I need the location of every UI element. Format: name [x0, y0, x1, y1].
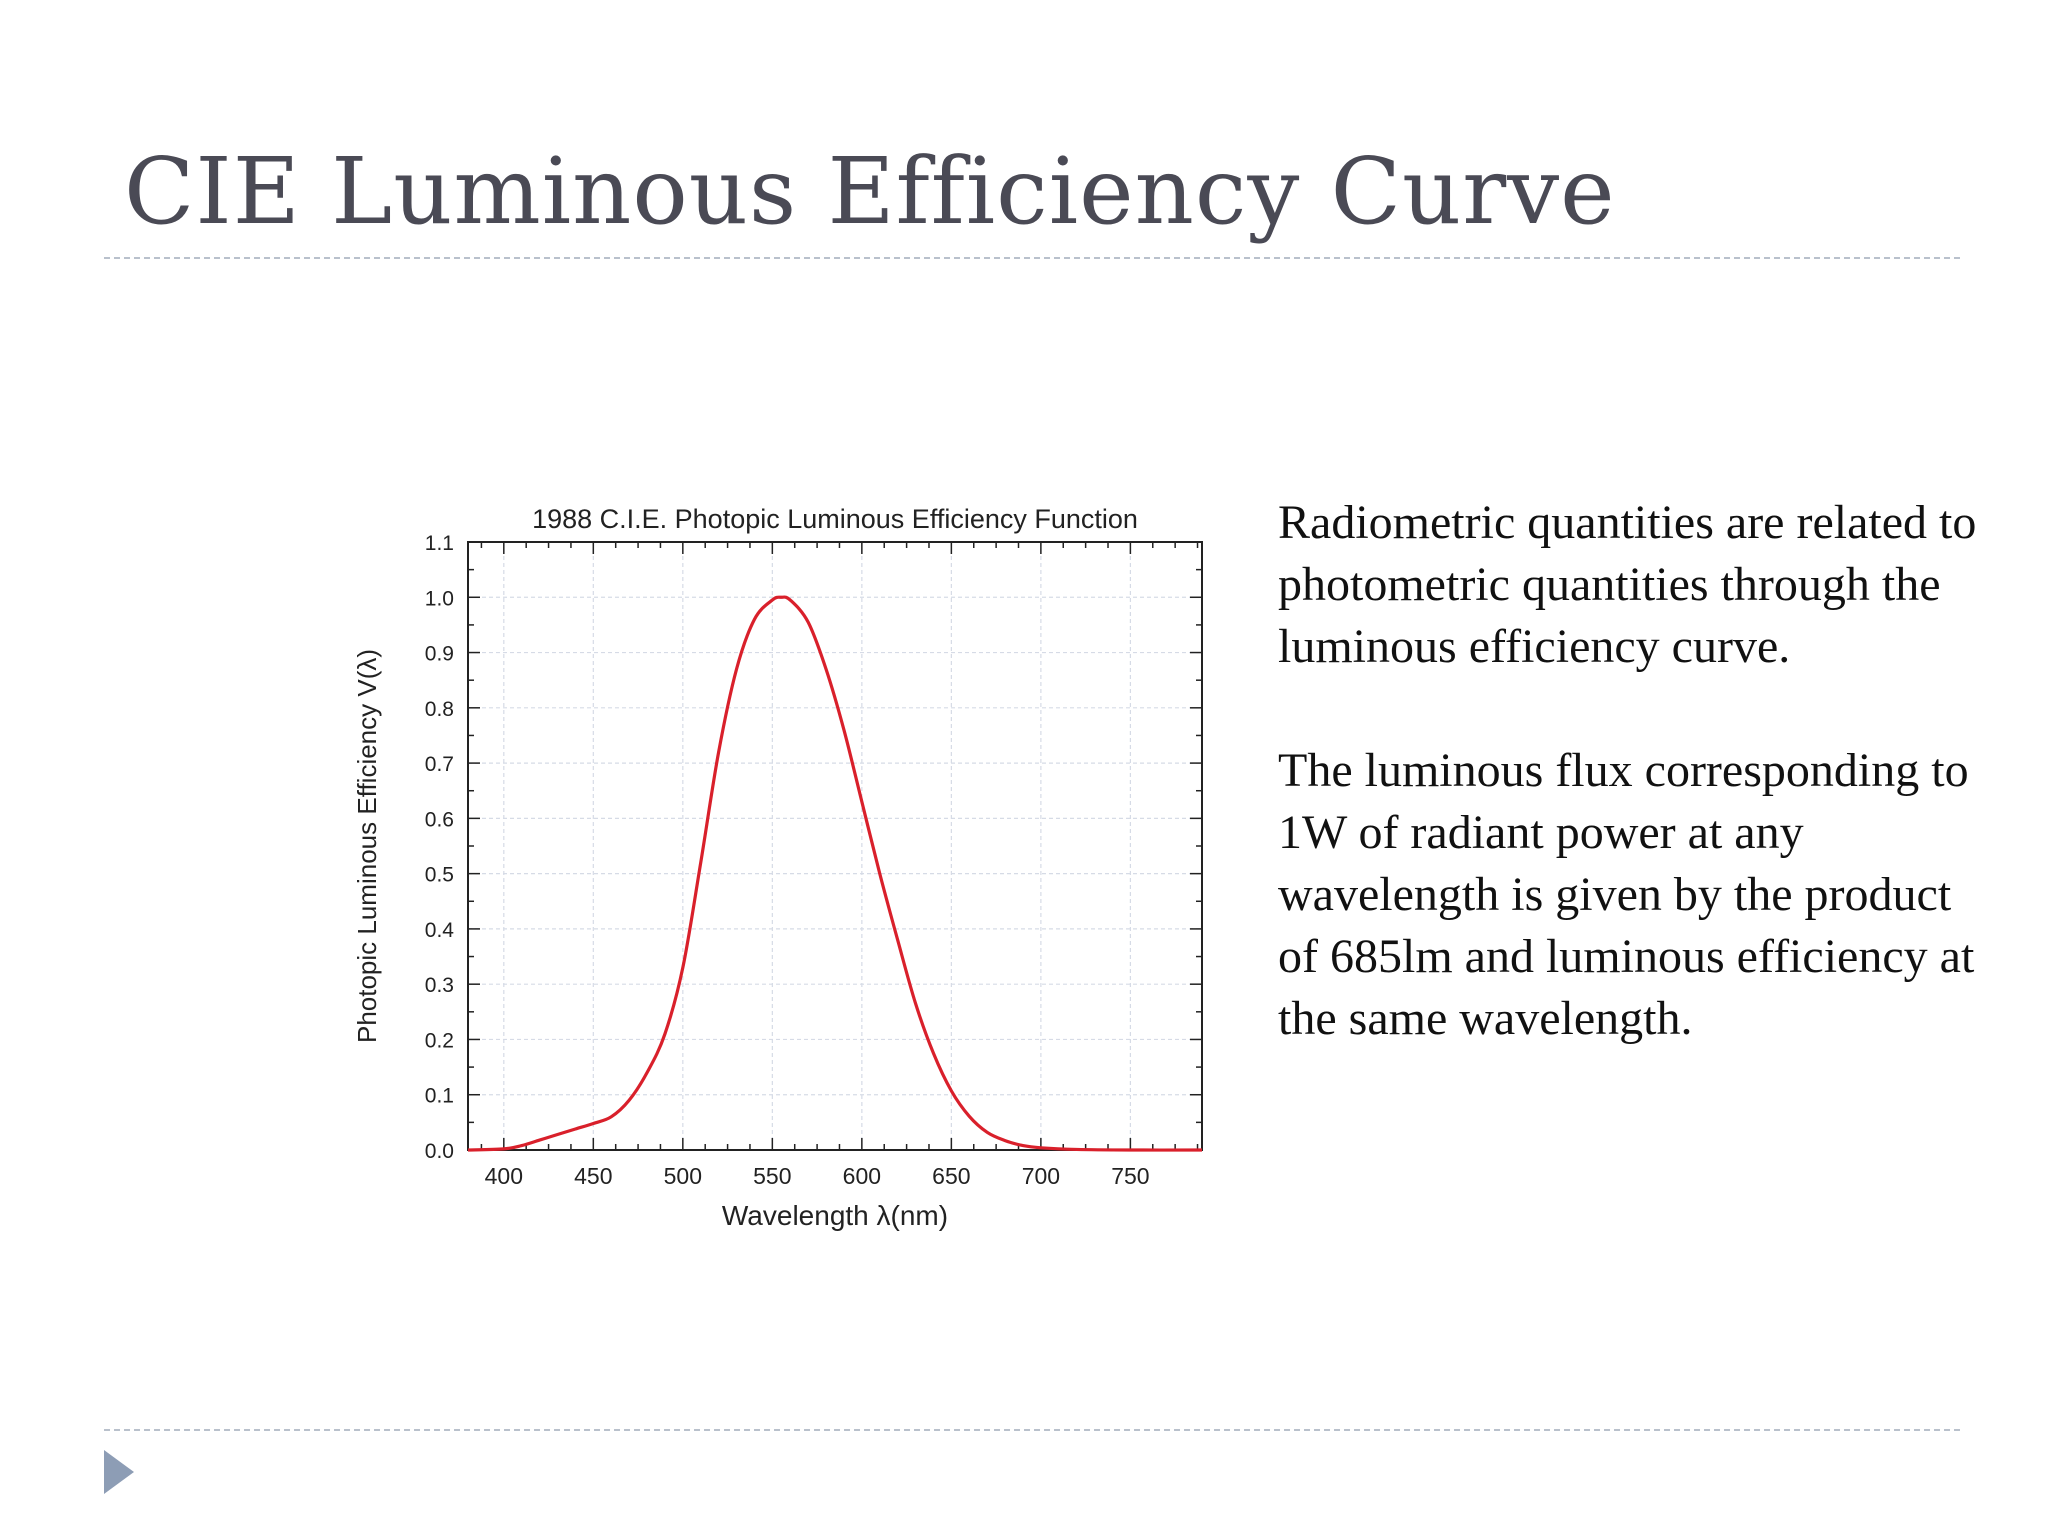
y-tick-label: 0.8 [425, 698, 454, 721]
play-arrow-icon[interactable] [104, 1450, 134, 1494]
plot-frame [467, 541, 1203, 1151]
y-tick-label: 1.1 [425, 532, 454, 555]
y-tick-label: 1.0 [425, 587, 454, 610]
paragraph-luminous-flux: The luminous flux corresponding to 1W of… [1278, 744, 1975, 1045]
y-tick-label: 0.7 [425, 753, 454, 776]
y-tick-label: 0.3 [425, 974, 454, 997]
y-tick-label: 0.6 [425, 808, 454, 831]
x-tick-label: 600 [843, 1163, 881, 1189]
y-tick-label: 0.5 [425, 864, 454, 887]
paragraph-radiometric: Radiometric quantities are related to ph… [1278, 496, 1977, 673]
x-axis-label: Wavelength λ(nm) [722, 1200, 948, 1231]
y-tick-label: 0.2 [425, 1029, 454, 1052]
footer-divider [104, 1429, 1960, 1431]
title-divider [104, 257, 1960, 259]
y-tick-label: 0.1 [425, 1085, 454, 1108]
slide-body: Radiometric quantities are related to ph… [1278, 492, 1998, 1112]
x-tick-label: 700 [1022, 1163, 1060, 1189]
x-tick-label: 400 [485, 1163, 523, 1189]
luminous-efficiency-chart: 400 450 500 550 600 650 700 750 0.0 0.1 0.2 0.3 0.4 0… [352, 504, 1203, 1231]
y-tick-label: 0.0 [425, 1140, 454, 1163]
y-axis-label: Photopic Luminous Efficiency V(λ) [352, 649, 382, 1043]
efficiency-curve [467, 595, 1203, 1152]
y-tick-label: 0.9 [425, 643, 454, 666]
page-title: CIE Luminous Efficiency Curve [124, 138, 1616, 245]
x-tick-label: 650 [932, 1163, 970, 1189]
x-tick-label: 550 [753, 1163, 791, 1189]
x-tick-label: 500 [664, 1163, 702, 1189]
x-tick-label: 750 [1111, 1163, 1149, 1189]
chart-title: 1988 C.I.E. Photopic Luminous Efficiency… [532, 504, 1138, 534]
y-tick-label: 0.4 [425, 919, 455, 942]
x-tick-label: 450 [574, 1163, 612, 1189]
